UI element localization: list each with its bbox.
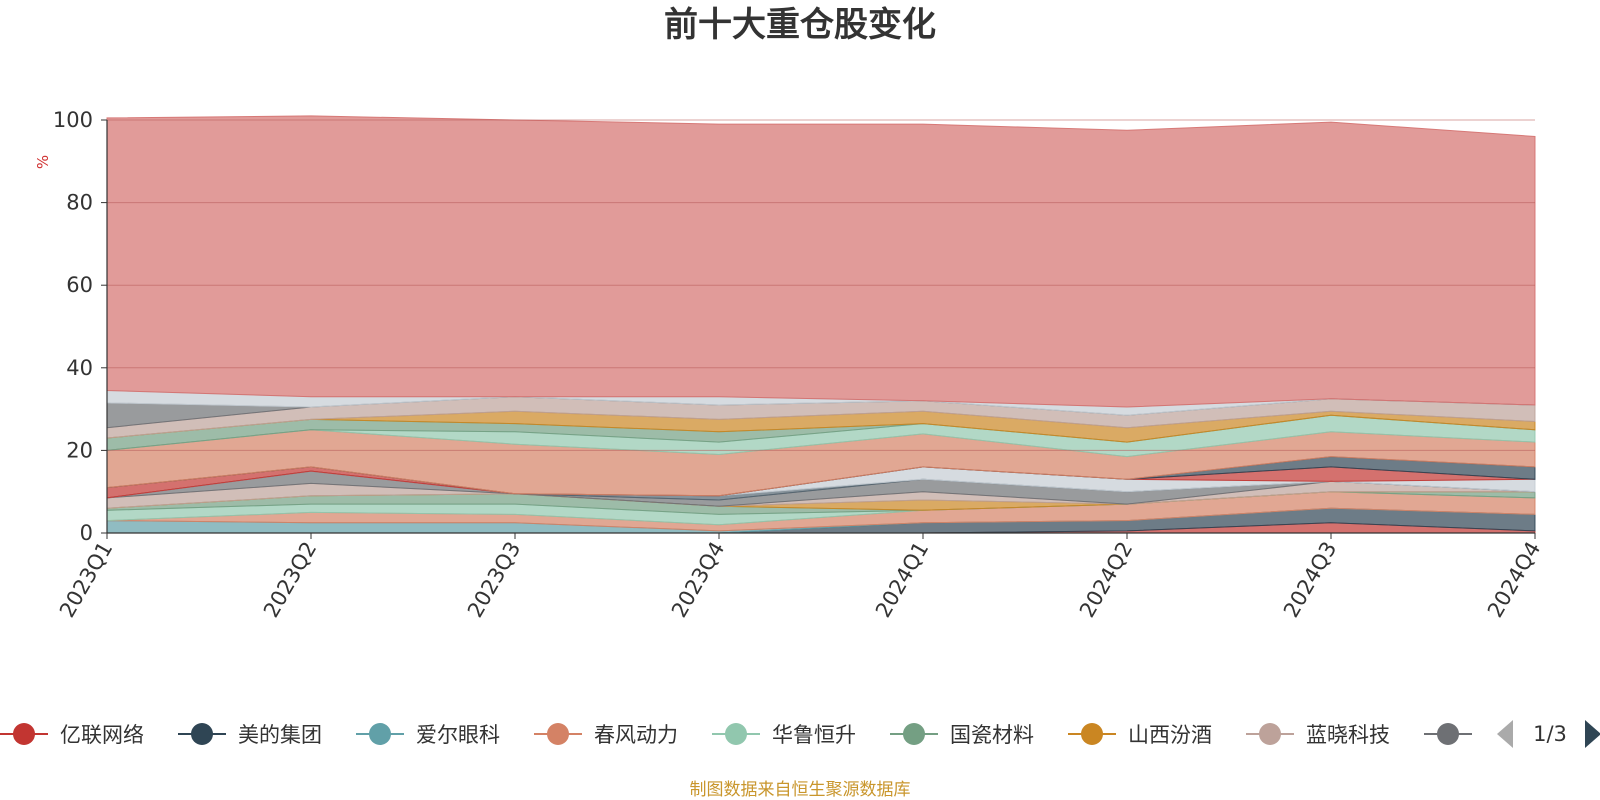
legend-label: 国瓷材料 <box>950 723 1034 747</box>
grid-lines <box>107 119 1535 451</box>
legend-label: 爱尔眼科 <box>416 723 500 747</box>
legend-item[interactable]: 国瓷材料 <box>890 723 1034 747</box>
legend-label: 春风动力 <box>594 723 678 747</box>
legend-label: 美的集团 <box>238 723 322 747</box>
source-note: 制图数据来自恒生聚源数据库 <box>690 780 911 800</box>
legend-marker-icon <box>903 723 925 745</box>
y-tick-label: 40 <box>66 356 93 380</box>
y-tick-label: 20 <box>66 438 93 462</box>
legend-marker-icon <box>13 723 35 745</box>
x-tick-label: 2024Q2 <box>1075 538 1137 622</box>
x-tick-label: 2023Q1 <box>55 538 117 622</box>
legend-item[interactable]: 亿联网络 <box>0 723 144 747</box>
y-tick-label: 0 <box>80 521 93 545</box>
stacked-areas <box>106 115 1536 534</box>
legend-item[interactable]: 爱尔眼科 <box>356 723 500 747</box>
legend-marker-icon <box>369 723 391 745</box>
legend-item[interactable]: 美的集团 <box>178 723 322 747</box>
legend-page-indicator: 1/3 <box>1533 722 1567 746</box>
chart-title: 前十大重仓股变化 <box>664 5 936 45</box>
y-axis-label: % <box>34 155 52 169</box>
legend-prev-icon[interactable] <box>1497 720 1513 748</box>
legend-marker-icon <box>1081 723 1103 745</box>
legend-next-icon[interactable] <box>1585 720 1600 748</box>
x-tick-label: 2023Q3 <box>463 538 525 622</box>
legend-marker-icon <box>547 723 569 745</box>
legend: 亿联网络 美的集团 爱尔眼科 春风动力 华鲁恒升 国瓷材料 山西汾酒 蓝晓科技 片 <box>0 723 1505 747</box>
legend-marker-icon <box>191 723 213 745</box>
legend-marker-icon <box>725 723 747 745</box>
legend-item[interactable]: 华鲁恒升 <box>712 723 856 747</box>
legend-pager: 1/3 <box>1497 720 1600 748</box>
y-tick-label: 60 <box>66 273 93 297</box>
x-tick-label: 2023Q2 <box>259 538 321 622</box>
legend-label: 华鲁恒升 <box>772 723 856 747</box>
y-tick-label: 100 <box>53 108 93 132</box>
legend-label: 山西汾酒 <box>1128 723 1212 747</box>
legend-item[interactable]: 蓝晓科技 <box>1246 723 1390 747</box>
legend-label: 亿联网络 <box>60 723 144 747</box>
x-tick-label: 2023Q4 <box>667 538 729 622</box>
x-tick-label: 2024Q3 <box>1279 538 1341 622</box>
area-series-21 <box>106 115 1536 408</box>
legend-item[interactable]: 片 <box>1424 723 1505 747</box>
x-tick-label: 2024Q1 <box>871 538 933 622</box>
y-tick-label: 80 <box>66 191 93 215</box>
legend-label: 蓝晓科技 <box>1306 723 1390 747</box>
legend-item[interactable]: 春风动力 <box>534 723 678 747</box>
x-tick-label: 2024Q4 <box>1483 538 1545 622</box>
legend-marker-icon <box>1437 723 1459 745</box>
legend-marker-icon <box>1259 723 1281 745</box>
legend-item[interactable]: 山西汾酒 <box>1068 723 1212 747</box>
